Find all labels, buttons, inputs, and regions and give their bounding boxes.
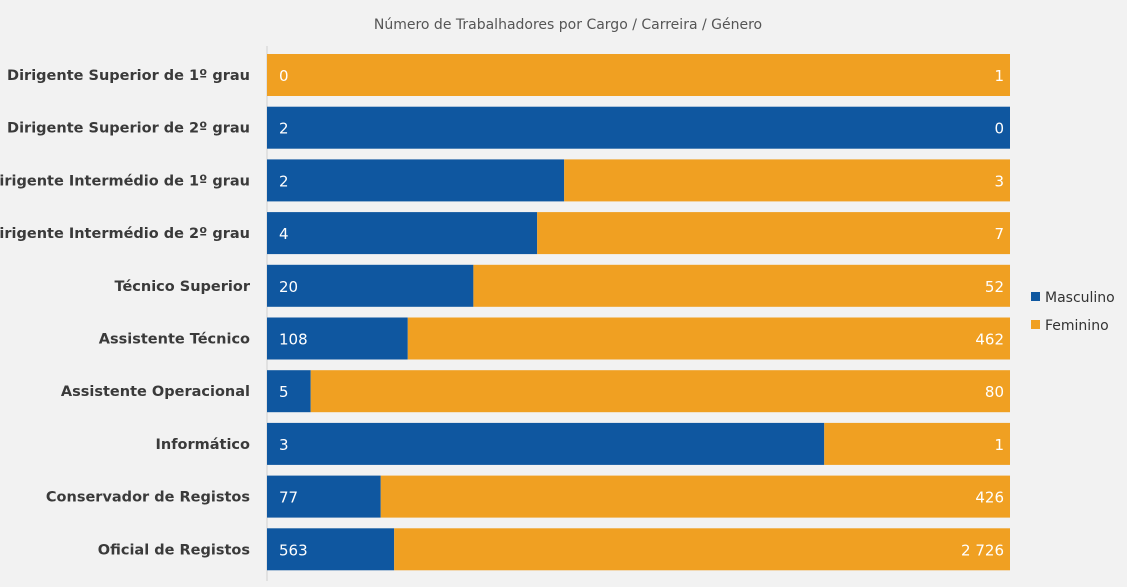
data-label-masculino: 20: [279, 278, 298, 296]
bar-masculino: [267, 317, 408, 360]
data-label-feminino: 7: [994, 225, 1004, 243]
data-label-feminino: 462: [975, 331, 1004, 349]
data-label-masculino: 77: [279, 489, 298, 507]
category-label: Dirigente Superior de 1º grau: [7, 68, 250, 84]
bar-feminino: [824, 422, 1010, 465]
chart-title: Número de Trabalhadores por Cargo / Carr…: [374, 17, 762, 33]
data-label-masculino: 4: [279, 225, 289, 243]
legend-swatch-masculino: [1031, 292, 1040, 301]
bar-feminino: [394, 528, 1010, 571]
bar-masculino: [267, 159, 565, 202]
bar-masculino: [267, 106, 1010, 149]
data-label-masculino: 108: [279, 331, 308, 349]
bars-layer: Dirigente Superior de 1º grau 0 1 Dirigente…: [0, 46, 1011, 581]
bar-masculino: [267, 475, 381, 518]
data-label-feminino: 80: [985, 383, 1004, 401]
data-label-masculino: 563: [279, 541, 308, 559]
category-label: Dirigente Intermédio de 2º grau: [0, 226, 250, 242]
category-label: Assistente Operacional: [61, 384, 250, 400]
category-label: Assistente Técnico: [99, 332, 250, 348]
data-label-feminino: 52: [985, 278, 1004, 296]
data-label-masculino: 5: [279, 383, 289, 401]
legend-label-feminino: Feminino: [1045, 318, 1109, 334]
category-label: Dirigente Intermédio de 1º grau: [0, 173, 250, 189]
data-label-masculino: 3: [279, 436, 289, 454]
category-label: Informático: [156, 437, 251, 453]
bar-feminino: [380, 475, 1010, 518]
bar-feminino: [564, 159, 1010, 202]
data-label-masculino: 2: [279, 120, 289, 138]
bar-masculino: [267, 212, 538, 255]
bar-feminino: [310, 370, 1010, 413]
bar-masculino: [267, 370, 311, 413]
data-label-feminino: 1: [994, 436, 1004, 454]
bar-masculino: [267, 422, 825, 465]
legend: Masculino Feminino: [1031, 290, 1115, 334]
data-label-feminino: 1: [994, 67, 1004, 85]
bar-feminino: [267, 54, 1010, 96]
data-label-masculino: 0: [279, 67, 289, 85]
category-label: Oficial de Registos: [98, 542, 250, 558]
data-label-masculino: 2: [279, 172, 289, 190]
legend-label-masculino: Masculino: [1045, 290, 1115, 306]
category-label: Conservador de Registos: [46, 490, 250, 506]
bar-masculino: [267, 264, 474, 307]
category-label: Dirigente Superior de 2º grau: [7, 121, 250, 137]
category-label: Técnico Superior: [114, 279, 250, 295]
bar-feminino: [407, 317, 1011, 360]
legend-swatch-feminino: [1031, 320, 1040, 329]
bar-feminino: [537, 212, 1010, 255]
data-label-feminino: 2 726: [961, 541, 1004, 559]
data-label-feminino: 426: [975, 489, 1004, 507]
bar-masculino: [267, 528, 395, 571]
bar-feminino: [473, 264, 1010, 307]
data-label-feminino: 0: [994, 120, 1004, 138]
data-label-feminino: 3: [994, 172, 1004, 190]
